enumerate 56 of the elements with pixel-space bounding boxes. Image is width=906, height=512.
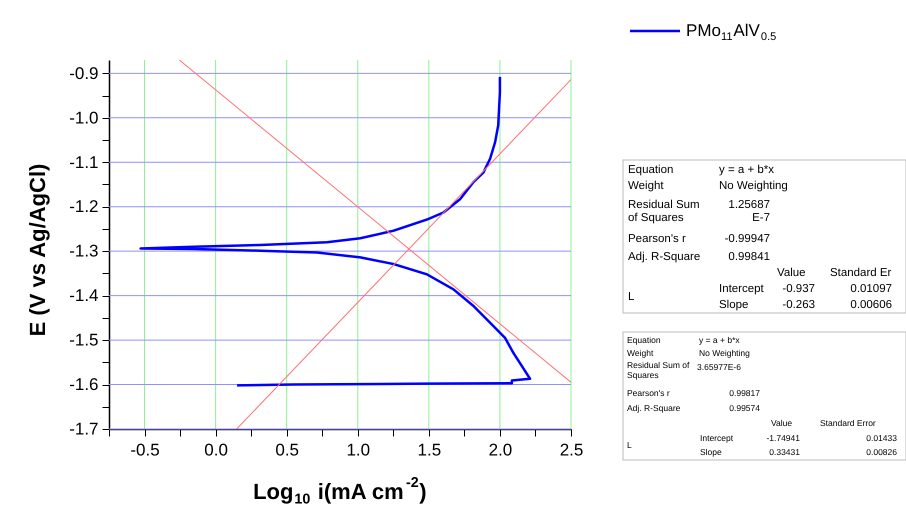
text: y = a + b*x	[719, 164, 774, 176]
text: Pearson's r	[628, 233, 686, 245]
text: 0.00826	[866, 447, 898, 457]
line-series	[139, 76, 532, 387]
text: 0.99841	[728, 251, 770, 263]
text: Adj. R-Square	[628, 251, 700, 263]
y-tick-label: -1.3	[69, 242, 98, 261]
text: Adj. R-Square	[627, 403, 681, 413]
x-tick-label: -0.5	[130, 440, 160, 460]
text: 1.25687 E-7	[728, 199, 770, 224]
text: 0.00606	[850, 299, 892, 311]
text: Residual Sum of Squares	[627, 360, 690, 380]
y-tick-label: -1.4	[69, 286, 98, 306]
text: Value	[777, 267, 806, 279]
text: Equation	[628, 164, 674, 176]
y-tick-label: -0.9	[69, 64, 98, 83]
text: Slope	[719, 299, 748, 311]
text: 0.99574	[729, 403, 760, 413]
x-tick-label: 0.5	[275, 440, 300, 460]
text: -0.937	[782, 283, 815, 295]
text: Standard Error	[820, 418, 876, 428]
text: Standard Er	[830, 267, 892, 279]
text: Residual Sum of Squares	[628, 199, 700, 224]
text: y = a + b*x	[699, 335, 740, 345]
text: Slope	[700, 447, 722, 457]
x-tick-label: 2.5	[560, 440, 584, 460]
text: 0.99817	[729, 388, 760, 398]
y-tick-label: -1.1	[69, 152, 98, 172]
text: Weight	[628, 180, 664, 192]
text: Equation	[627, 335, 661, 345]
text: 3.65977E-6	[697, 362, 742, 372]
text: Weight	[627, 348, 654, 358]
text: -0.263	[782, 299, 815, 311]
text: Intercept	[700, 433, 734, 443]
text: No Weighting	[719, 180, 788, 192]
text: No Weighting	[699, 348, 750, 358]
text: Pearson's r	[627, 388, 670, 398]
text: 0.01097	[850, 283, 892, 295]
text: 0.33431	[769, 447, 800, 457]
text: L	[628, 291, 635, 303]
x-tick-label: 0.0	[204, 440, 228, 460]
x-tick-label: 2.0	[488, 440, 512, 460]
x-tick-label: 1.0	[346, 440, 370, 460]
text: Value	[771, 418, 792, 428]
text: Intercept	[719, 283, 765, 295]
y-axis-title: E (V vs Ag/AgCl)	[25, 164, 50, 336]
y-tick-label: -1.6	[69, 375, 98, 394]
y-tick-label: -1.7	[69, 420, 98, 438]
text: L	[627, 440, 632, 450]
x-tick-label: 1.5	[418, 440, 442, 460]
text: -1.74941	[766, 433, 800, 443]
y-tick-label: -1.2	[69, 197, 98, 216]
y-tick-label: -1.5	[69, 330, 98, 350]
text: 0.01433	[866, 433, 898, 443]
y-tick-label: -1.0	[69, 108, 98, 128]
text: -0.99947	[724, 233, 770, 245]
